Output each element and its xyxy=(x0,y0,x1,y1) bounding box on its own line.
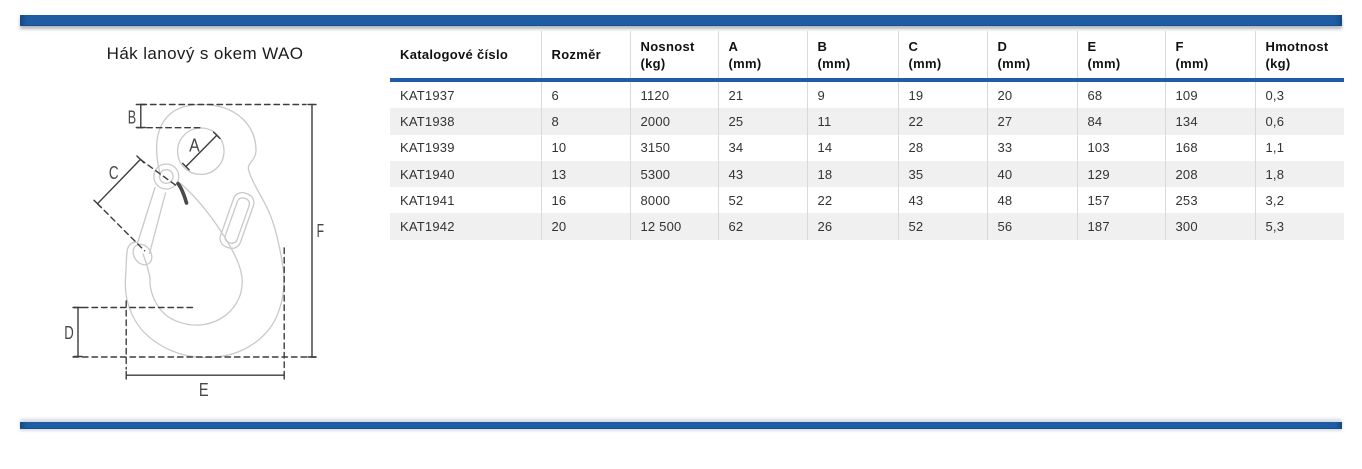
svg-text:B: B xyxy=(128,107,136,127)
svg-text:D: D xyxy=(64,323,74,343)
svg-text:F: F xyxy=(317,221,324,241)
svg-text:A: A xyxy=(189,136,200,156)
svg-text:C: C xyxy=(109,163,119,183)
svg-text:E: E xyxy=(199,380,209,400)
